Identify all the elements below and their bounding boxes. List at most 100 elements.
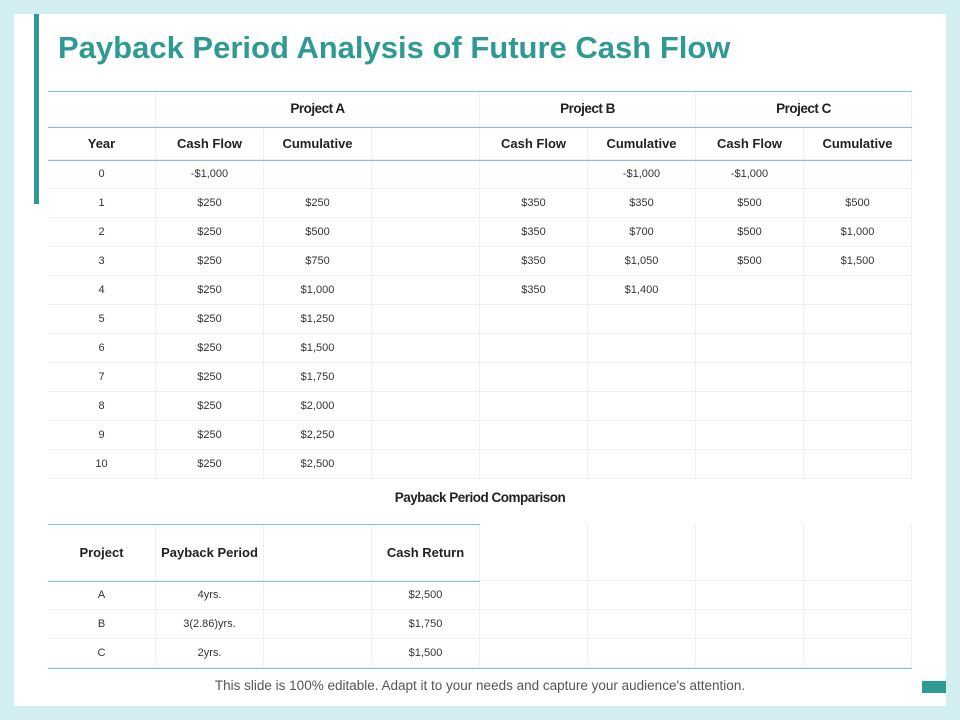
table-cell	[480, 363, 588, 392]
rule-under-projects	[48, 127, 912, 128]
table-cell: $2,250	[264, 421, 372, 450]
comparison-blank-cell	[480, 524, 588, 581]
comparison-blank-cell	[588, 524, 696, 581]
column-header: Cash Flow	[480, 127, 588, 160]
table-cell: $1,750	[264, 363, 372, 392]
table-cell	[804, 363, 912, 392]
accent-bar	[34, 14, 39, 204]
comparison-title: Payback Period Comparison	[394, 490, 566, 505]
rule-bottom	[48, 668, 912, 669]
table-cell: $250	[156, 450, 264, 479]
table-cell: $1,400	[588, 276, 696, 305]
table-cell	[588, 334, 696, 363]
table-cell: 4	[48, 276, 156, 305]
comparison-cell: $1,500	[372, 639, 480, 668]
corner-decoration	[922, 681, 946, 693]
table-cell	[480, 160, 588, 189]
table-cell	[696, 363, 804, 392]
table-cell	[372, 392, 480, 421]
comparison-blank-cell	[696, 581, 804, 610]
table-cell: $250	[264, 189, 372, 218]
column-header: Cash Flow	[696, 127, 804, 160]
comparison-blank-cell	[588, 581, 696, 610]
comparison-blank-cell	[804, 581, 912, 610]
comparison-blank-cell	[264, 581, 372, 610]
slide-canvas	[14, 14, 946, 706]
comparison-cell: A	[48, 581, 156, 610]
table-cell	[372, 218, 480, 247]
comparison-blank-cell	[696, 639, 804, 668]
table-cell: $700	[588, 218, 696, 247]
comparison-blank-cell	[696, 524, 804, 581]
table-cell: $250	[156, 363, 264, 392]
table-cell	[372, 247, 480, 276]
project-header-blank	[48, 91, 156, 127]
table-cell	[588, 363, 696, 392]
table-cell	[372, 305, 480, 334]
table-cell: 1	[48, 189, 156, 218]
table-cell: $250	[156, 421, 264, 450]
table-cell	[372, 334, 480, 363]
table-cell	[264, 160, 372, 189]
column-header	[372, 127, 480, 160]
table-cell	[696, 450, 804, 479]
slide-title: Payback Period Analysis of Future Cash F…	[58, 30, 731, 65]
cash-flow-table: Project A Project B Project C Year Cash Flow…	[48, 91, 912, 669]
comparison-blank-cell	[480, 581, 588, 610]
column-header: Cash Flow	[156, 127, 264, 160]
comparison-cell: B	[48, 610, 156, 639]
table-cell	[480, 305, 588, 334]
table-cell: $500	[264, 218, 372, 247]
table-cell: 7	[48, 363, 156, 392]
table-cell: 3	[48, 247, 156, 276]
table-cell	[372, 450, 480, 479]
table-cell: 0	[48, 160, 156, 189]
table-cell: $1,050	[588, 247, 696, 276]
table-cell: $350	[588, 189, 696, 218]
table-cell	[372, 363, 480, 392]
table-cell	[480, 334, 588, 363]
table-cell: $350	[480, 189, 588, 218]
table-cell	[804, 421, 912, 450]
table-cell: $1,250	[264, 305, 372, 334]
table-cell: $250	[156, 305, 264, 334]
table-cell	[480, 392, 588, 421]
comparison-cell: 2yrs.	[156, 639, 264, 668]
table-cell: $350	[480, 218, 588, 247]
comparison-blank-cell	[264, 610, 372, 639]
table-cell	[372, 421, 480, 450]
table-cell	[588, 305, 696, 334]
table-cell: $500	[696, 189, 804, 218]
table-cell: $1,000	[804, 218, 912, 247]
comparison-cell: 3(2.86)yrs.	[156, 610, 264, 639]
rule-top	[48, 91, 912, 92]
comparison-blank-cell	[264, 639, 372, 668]
table-cell: $500	[804, 189, 912, 218]
comparison-blank-cell	[480, 610, 588, 639]
table-cell	[804, 334, 912, 363]
comparison-blank-cell	[804, 610, 912, 639]
table-cell	[696, 334, 804, 363]
comparison-header-blank	[264, 524, 372, 581]
table-cell	[480, 450, 588, 479]
table-cell: $350	[480, 276, 588, 305]
table-cell	[696, 305, 804, 334]
table-cell	[588, 421, 696, 450]
table-cell: $250	[156, 334, 264, 363]
column-header: Cumulative	[588, 127, 696, 160]
project-a-header: Project A	[156, 91, 480, 127]
table-cell: 9	[48, 421, 156, 450]
table-cell: $1,500	[804, 247, 912, 276]
table-cell: $500	[696, 218, 804, 247]
table-cell	[696, 392, 804, 421]
table-cell: $1,500	[264, 334, 372, 363]
table-cell: $250	[156, 247, 264, 276]
table-cell	[372, 160, 480, 189]
table-cell: -$1,000	[588, 160, 696, 189]
table-cell	[804, 160, 912, 189]
table-cell	[696, 276, 804, 305]
rule-under-columns	[48, 160, 912, 161]
table-cell: -$1,000	[156, 160, 264, 189]
project-c-header: Project C	[696, 91, 912, 127]
comparison-blank-cell	[804, 639, 912, 668]
